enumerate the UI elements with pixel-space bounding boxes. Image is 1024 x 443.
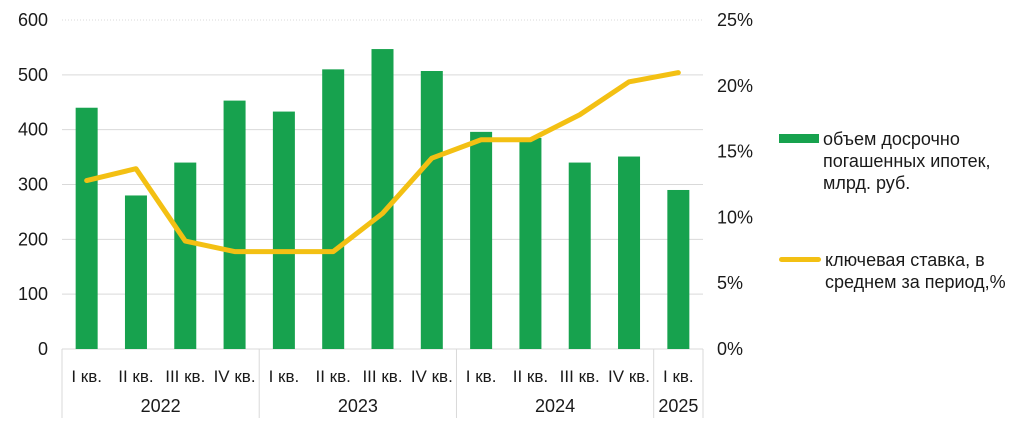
y-axis-left-tick-label: 500 — [18, 65, 48, 85]
x-axis-quarter-label: I кв. — [663, 367, 694, 386]
bar — [519, 137, 542, 349]
x-axis-quarter-label: II кв. — [118, 367, 153, 386]
x-axis-quarter-label: IV кв. — [214, 367, 256, 386]
legend-item-bars: объем досрочно погашенных ипотек, млрд. … — [779, 128, 991, 194]
bar — [470, 131, 493, 349]
x-axis-quarter-label: I кв. — [269, 367, 300, 386]
y-axis-left-tick-label: 100 — [18, 284, 48, 304]
bar — [420, 70, 443, 350]
bar — [618, 156, 641, 349]
legend-label-bars: объем досрочно погашенных ипотек, млрд. … — [823, 128, 991, 194]
y-axis-left-tick-label: 600 — [18, 10, 48, 30]
legend-label-line: ключевая ставка, в — [825, 250, 985, 270]
legend-line-swatch-icon — [779, 257, 821, 262]
bar — [75, 107, 98, 349]
y-axis-right-tick-label: 0% — [717, 339, 743, 359]
y-axis-right-tick-label: 5% — [717, 273, 743, 293]
y-axis-left-tick-label: 300 — [18, 175, 48, 195]
legend-item-rate-line: ключевая ставка, в среднем за период,% — [779, 249, 1006, 293]
y-axis-left-tick-label: 0 — [38, 339, 48, 359]
bar — [371, 49, 394, 349]
bar — [174, 162, 197, 349]
legend-label-line: среднем за период,% — [825, 272, 1006, 292]
x-axis-year-label: 2025 — [658, 396, 698, 416]
bar — [667, 189, 690, 349]
x-axis-quarter-label: I кв. — [71, 367, 102, 386]
x-axis-quarter-label: III кв. — [560, 367, 600, 386]
bar — [322, 69, 345, 349]
bar — [272, 111, 295, 350]
bar — [223, 100, 246, 349]
bar — [568, 162, 591, 349]
legend-label-line: млрд. руб. — [823, 173, 911, 193]
y-axis-right-tick-label: 25% — [717, 10, 753, 30]
x-axis-quarter-label: I кв. — [466, 367, 497, 386]
x-axis-year-label: 2023 — [338, 396, 378, 416]
y-axis-left-tick-label: 400 — [18, 120, 48, 140]
rate-line — [84, 70, 681, 255]
x-axis-quarter-label: III кв. — [362, 367, 402, 386]
legend-bar-swatch-icon — [779, 134, 819, 143]
y-axis-left-tick-label: 200 — [18, 229, 48, 249]
legend-label-line: объем досрочно — [823, 129, 960, 149]
legend-label-rate: ключевая ставка, в среднем за период,% — [825, 249, 1006, 293]
x-axis-quarter-label: III кв. — [165, 367, 205, 386]
x-axis-quarter-label: II кв. — [513, 367, 548, 386]
x-axis-quarter-label: II кв. — [316, 367, 351, 386]
bar — [124, 195, 147, 349]
y-axis-right-tick-label: 10% — [717, 207, 753, 227]
x-axis-year-label: 2024 — [535, 396, 575, 416]
legend-label-line: погашенных ипотек, — [823, 151, 991, 171]
y-axis-right-tick-label: 20% — [717, 76, 753, 96]
y-axis-right-tick-label: 15% — [717, 142, 753, 162]
x-axis-quarter-label: IV кв. — [608, 367, 650, 386]
x-axis-quarter-label: IV кв. — [411, 367, 453, 386]
x-axis-year-label: 2022 — [141, 396, 181, 416]
